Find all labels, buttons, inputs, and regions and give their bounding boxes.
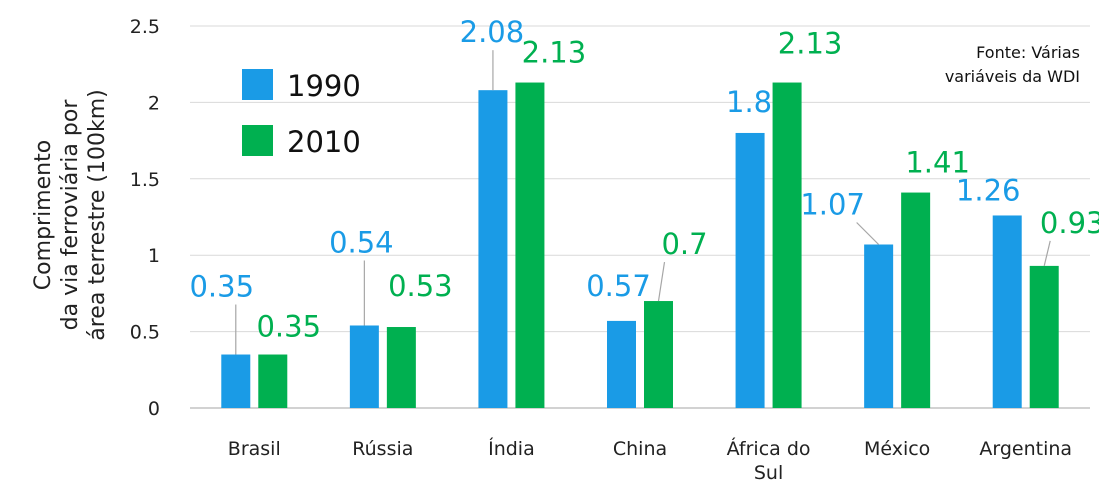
legend-swatch-2010 [242,125,273,156]
legend-swatch-1990 [242,69,273,100]
category-label-line: Brasil [228,438,281,460]
y-tick-label: 0.5 [130,322,160,344]
data-label: 0.35 [256,310,321,344]
bar-1990-México [864,244,894,408]
bar-1990-Brasil [221,354,251,408]
bar-1990-Argentina [992,215,1022,408]
data-label: 1.8 [726,85,772,119]
y-axis-label: Comprimentoda via ferroviária porárea te… [31,89,110,340]
data-label: 0.93 [1040,206,1099,240]
data-label: 1.41 [905,146,970,180]
data-label: 0.7 [661,227,707,261]
category-label: África do Sul [727,437,811,483]
data-label: 2.13 [778,27,843,61]
leader-line [1043,240,1051,267]
category-label-line: Sul [754,462,783,483]
data-label: 2.13 [522,36,587,70]
data-label: 0.57 [586,269,651,303]
source-text-line: Fonte: Várias [976,43,1080,62]
bar-1990-África do Sul [735,132,765,408]
source-text: Fonte: Várias variáveis da WDI [945,43,1080,86]
y-axis-ticks: 0 0.5 1 1.5 2 2.5 [130,16,160,420]
legend-label: 2010 [287,125,361,159]
y-tick-label: 2.5 [130,16,160,38]
category-label: China [613,438,667,460]
data-label: 1.26 [956,173,1021,207]
category-label: Argentina [979,438,1072,460]
leader-line [856,222,880,245]
category-label: Brasil [228,438,281,460]
y-tick-label: 1.5 [130,169,160,191]
category-label: Rússia [352,438,413,460]
x-axis-categories: Brasil Rússia Índia China África do Sul México… [228,437,1072,483]
bar-2010-África do Sul [772,82,802,408]
bar-1990-Rússia [349,325,379,408]
y-axis-title-line: área terrestre (100km) [85,89,110,340]
legend-label: 1990 [287,69,361,103]
bar-2010-Brasil [258,354,288,408]
category-label: México [864,438,930,460]
data-labels: 0.350.350.540.532.082.130.570.71.82.131.… [189,15,1099,343]
y-tick-label: 0 [148,398,160,420]
legend: 1990 2010 [242,69,361,159]
data-label: 2.08 [460,15,525,49]
source-text-line: variáveis da WDI [945,67,1080,86]
bar-1990-Índia [478,90,508,409]
category-label-line: Índia [488,437,535,460]
category-label-line: Argentina [979,438,1072,460]
y-tick-label: 1 [148,245,160,267]
bar-2010-China [644,301,673,408]
y-axis-title: Comprimentoda via ferroviária porárea te… [31,89,110,340]
category-label-line: México [864,438,930,460]
category-label-line: Rússia [352,438,413,460]
gridlines [190,25,1090,409]
leader-line [657,261,666,302]
data-label: 0.35 [189,270,254,304]
data-label: 0.53 [388,269,453,303]
bars [221,82,1059,409]
bar-2010-Rússia [386,327,416,408]
category-label-line: África do [727,437,811,460]
data-label: 1.07 [800,188,865,222]
bar-2010-Argentina [1029,265,1059,408]
data-label: 0.54 [329,225,394,259]
category-label: Índia [488,437,535,460]
bar-2010-Índia [515,82,545,408]
y-axis-title-line: Comprimento [31,140,56,290]
label-leader-lines [235,50,1051,355]
bar-1990-China [607,320,636,408]
source-note: Fonte: Várias variáveis da WDI [945,43,1080,86]
bar-2010-México [901,192,931,408]
y-tick-label: 2 [148,92,160,114]
category-label-line: China [613,438,667,460]
y-axis-title-line: da via ferroviária por [58,99,83,331]
